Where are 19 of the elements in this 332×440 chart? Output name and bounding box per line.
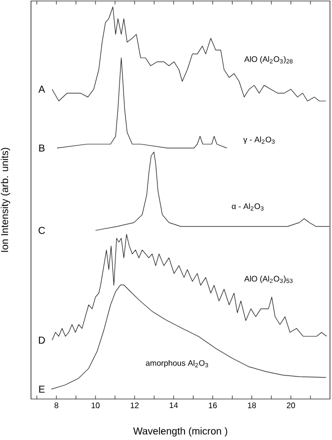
annotation: C — [38, 226, 45, 234]
x-tick-label: 14 — [170, 402, 178, 408]
annotation: B — [39, 144, 45, 152]
series-label: AlO (Al$_{2}$O$_{3}$)$_{53}$ — [244, 276, 293, 284]
x-tick-label: 16 — [208, 402, 217, 408]
x-tick-label: 12 — [130, 402, 139, 408]
x-tick-label: 20 — [286, 402, 296, 408]
x-tick-label: 18 — [248, 402, 256, 408]
annotation: A — [38, 86, 46, 93]
y-axis-title: Ion Intensity (arb. units) — [0, 148, 10, 252]
annotation: D — [38, 336, 45, 344]
x-tick-label: 8 — [54, 402, 58, 408]
x-axis-title: Wavelength (micron ) — [133, 427, 228, 437]
series-label: AlO (Al$_{2}$O$_{3}$)$_{28}$ — [244, 56, 293, 64]
text: γ - Al$_{2}$O$_{3}$ — [243, 136, 275, 144]
series-label: α - Al$_{2}$O$_{3}$ — [232, 203, 264, 211]
x-tick-label: 10 — [92, 402, 100, 408]
series-label: amorphous Al$_{2}$O$_{3}$ — [146, 360, 208, 368]
annotation: E — [39, 386, 45, 393]
